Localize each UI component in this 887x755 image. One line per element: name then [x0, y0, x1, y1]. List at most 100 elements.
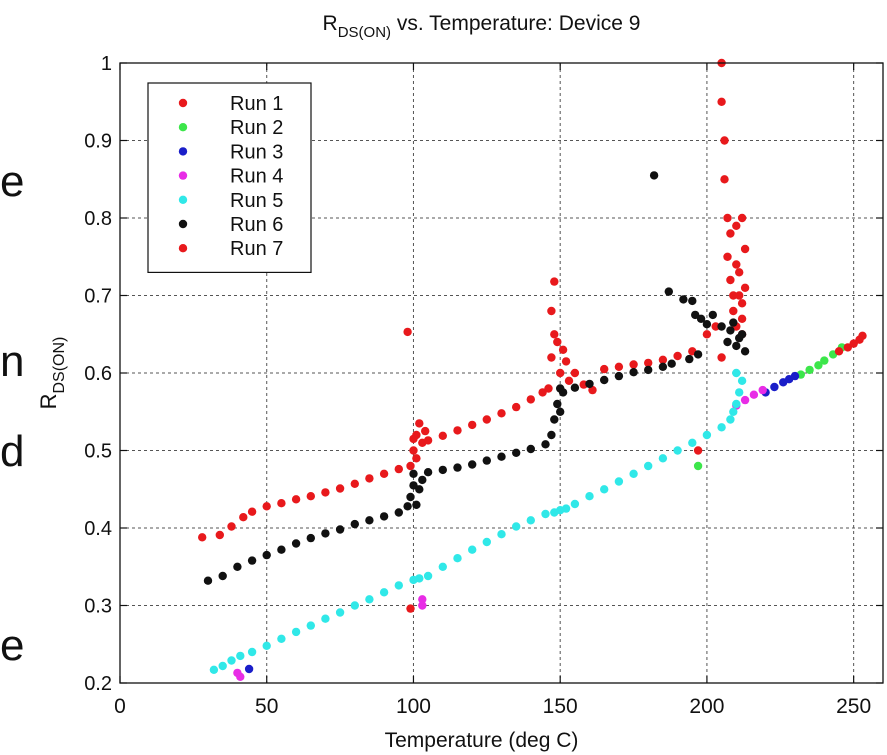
data-point [547, 353, 556, 362]
data-point [262, 641, 271, 650]
data-point [770, 382, 779, 392]
data-point [585, 492, 594, 501]
data-point [423, 571, 433, 581]
data-point [262, 550, 271, 560]
data-point [737, 314, 747, 323]
y-tick-label: 0.7 [84, 286, 112, 308]
data-point [664, 287, 673, 296]
data-point [247, 647, 257, 657]
data-point [394, 508, 403, 517]
data-point [649, 171, 659, 180]
series-run-6 [203, 171, 750, 585]
data-point [541, 440, 550, 449]
data-point [717, 423, 726, 432]
data-point [423, 468, 433, 477]
legend-label: Run 4 [230, 166, 283, 188]
data-point [218, 571, 227, 581]
y-tick-label: 0.9 [84, 131, 112, 153]
data-point [418, 601, 427, 610]
data-point [365, 516, 374, 525]
data-point [729, 318, 738, 327]
data-point [379, 588, 389, 597]
data-point [277, 499, 286, 508]
data-point [335, 484, 345, 493]
data-point [406, 461, 415, 471]
data-point [526, 444, 535, 454]
data-point [291, 627, 301, 637]
data-point [644, 461, 653, 471]
data-point [423, 436, 433, 445]
data-point [215, 530, 224, 540]
data-point [512, 448, 521, 457]
data-point [729, 291, 738, 300]
y-tick-label: 0.3 [84, 596, 112, 618]
data-point [708, 310, 717, 320]
data-point [497, 409, 506, 418]
data-point [644, 365, 653, 375]
data-point [550, 330, 559, 339]
data-point [453, 426, 462, 435]
ylabel-subscript: DS(ON) [51, 337, 68, 394]
data-point [691, 310, 700, 320]
data-point [723, 213, 732, 223]
data-point [658, 454, 668, 463]
data-point [629, 360, 638, 369]
ticks [119, 62, 883, 684]
data-point [350, 601, 359, 610]
data-point [403, 327, 412, 337]
data-point [693, 461, 703, 471]
legend-box [147, 82, 312, 273]
data-point [236, 651, 245, 661]
data-point [614, 371, 624, 381]
legend-marker [178, 147, 188, 156]
data-point [306, 621, 315, 630]
data-point [740, 244, 750, 254]
legend-label: Run 7 [230, 238, 283, 260]
y-tick-label: 0.8 [84, 208, 112, 230]
data-point [550, 277, 559, 286]
x-tick-label: 200 [689, 695, 724, 718]
data-point [629, 469, 638, 478]
data-point [209, 665, 219, 674]
data-point [468, 545, 477, 554]
data-point [720, 136, 729, 145]
data-point [306, 533, 315, 543]
data-point [412, 430, 421, 440]
data-point [547, 306, 556, 316]
data-point [412, 454, 421, 463]
data-point [415, 485, 424, 494]
y-tick-label: 0.6 [84, 363, 112, 385]
legend-label: Run 6 [230, 214, 283, 236]
series-run-7 [693, 213, 867, 455]
data-point [247, 556, 257, 565]
data-point [350, 519, 359, 529]
data-point [438, 562, 447, 571]
data-point [693, 446, 703, 455]
data-point [409, 469, 418, 478]
data-point [629, 368, 638, 377]
data-point [526, 395, 535, 404]
data-point [561, 504, 571, 513]
data-point [538, 388, 547, 397]
y-tick-label: 1 [101, 53, 112, 75]
data-point [723, 252, 732, 261]
data-point [291, 539, 301, 548]
data-point [394, 464, 403, 474]
data-point [732, 221, 741, 230]
data-point [418, 475, 427, 485]
data-point [438, 465, 447, 475]
data-point [379, 469, 389, 478]
data-point [468, 460, 477, 469]
y-axis-label: RDS(ON) [36, 337, 68, 410]
chart-title: RDS(ON) vs. Temperature: Device 9 [323, 12, 641, 41]
data-point [673, 446, 682, 455]
text-fragment: n [0, 337, 25, 386]
data-point [321, 614, 330, 623]
data-point [737, 376, 747, 385]
data-point [711, 322, 720, 331]
data-point [726, 415, 735, 424]
data-point [702, 430, 712, 440]
legend-marker [178, 244, 188, 253]
title-main: R [323, 12, 338, 35]
